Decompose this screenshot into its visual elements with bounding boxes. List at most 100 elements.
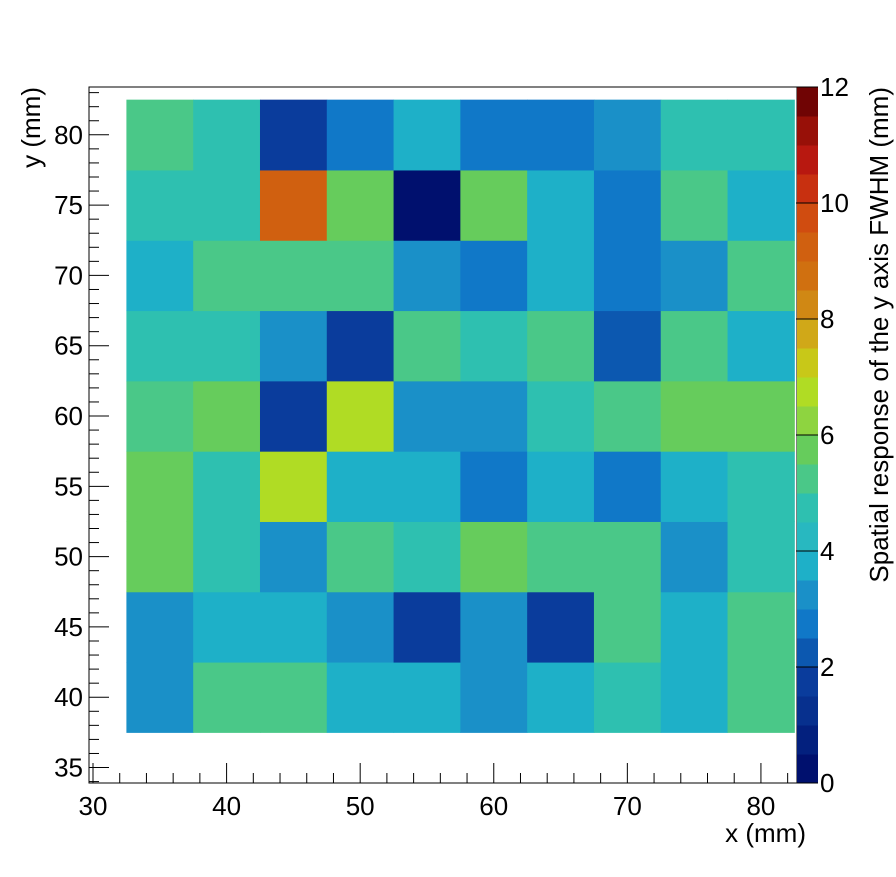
y-tick-label: 55	[54, 471, 83, 501]
heatmap-cell	[326, 99, 395, 171]
colorbar-tick-label: 6	[820, 420, 834, 450]
y-tick-label: 60	[54, 401, 83, 431]
heatmap-cell	[527, 169, 595, 241]
heatmap-cell	[193, 99, 261, 171]
heatmap-cell	[393, 310, 461, 382]
colorbar-swatch	[797, 116, 818, 146]
colorbar-swatch	[797, 435, 818, 465]
y-tick-label: 70	[54, 260, 83, 290]
heatmap-cell	[259, 240, 328, 312]
y-axis-title: y (mm)	[16, 87, 46, 168]
heatmap-cell	[460, 591, 528, 663]
heatmap-cell	[660, 380, 729, 452]
heatmap-cell	[727, 240, 795, 312]
colorbar-swatch	[797, 725, 818, 755]
colorbar-tick-label: 12	[820, 72, 849, 102]
heatmap-cell	[126, 240, 194, 312]
heatmap-cell	[126, 521, 194, 593]
heatmap-cell	[727, 169, 795, 241]
heatmap-cell	[193, 662, 261, 733]
colorbar-swatch	[797, 696, 818, 726]
heatmap-cell	[593, 451, 662, 522]
heatmap-cell	[727, 451, 795, 522]
heatmap-cell	[193, 521, 261, 593]
heatmap-cell	[326, 662, 395, 733]
colorbar-swatch	[797, 493, 818, 523]
heatmap-cell	[326, 310, 395, 382]
heatmap-cell	[527, 451, 595, 522]
heatmap-cell	[727, 310, 795, 382]
heatmap-cell	[193, 310, 261, 382]
heatmap-cell	[126, 169, 194, 241]
heatmap-cell	[326, 591, 395, 663]
heatmap-cell	[527, 521, 595, 593]
heatmap-cell	[727, 662, 795, 733]
y-tick-label: 50	[54, 542, 83, 572]
heatmap-cell	[660, 521, 729, 593]
heatmap-cell	[727, 591, 795, 663]
heatmap-cell	[326, 521, 395, 593]
x-tick-label: 50	[346, 791, 375, 821]
heatmap-cell	[259, 591, 328, 663]
colorbar-swatch	[797, 754, 818, 784]
heatmap-cell	[660, 451, 729, 522]
x-tick-label: 70	[613, 791, 642, 821]
y-tick-label: 45	[54, 612, 83, 642]
heatmap-cell	[193, 169, 261, 241]
heatmap-cell	[126, 451, 194, 522]
colorbar-swatch	[797, 319, 818, 349]
y-tick-label: 40	[54, 682, 83, 712]
heatmap-cell	[593, 591, 662, 663]
colorbar-swatch	[797, 406, 818, 436]
heatmap-cell	[126, 310, 194, 382]
heatmap-cell	[259, 662, 328, 733]
heatmap-cell	[727, 521, 795, 593]
colorbar-swatch	[797, 203, 818, 233]
heatmap-cell	[126, 662, 194, 733]
heatmap-cell	[460, 451, 528, 522]
heatmap-cell	[326, 169, 395, 241]
colorbar-tick-label: 0	[820, 768, 834, 798]
colorbar-swatch	[797, 522, 818, 552]
heatmap-cell	[259, 380, 328, 452]
colorbar-swatch	[797, 609, 818, 639]
y-tick-label: 75	[54, 190, 83, 220]
heatmap-cell	[393, 99, 461, 171]
heatmap-cell	[527, 310, 595, 382]
heatmap-cell	[460, 99, 528, 171]
heatmap-cell	[727, 380, 795, 452]
colorbar-swatch	[797, 377, 818, 407]
colorbar-swatch	[797, 174, 818, 204]
heatmap-cell	[259, 99, 328, 171]
heatmap-cell	[660, 99, 729, 171]
heatmap-cell	[460, 521, 528, 593]
heatmap-cell	[393, 451, 461, 522]
heatmap-cell	[660, 169, 729, 241]
heatmap-cell	[193, 591, 261, 663]
heatmap-cell	[593, 240, 662, 312]
x-axis-title: x (mm)	[725, 818, 806, 848]
heatmap-cell	[393, 240, 461, 312]
colorbar-swatch	[797, 232, 818, 262]
heatmap-cell	[193, 451, 261, 522]
colorbar-swatch	[797, 667, 818, 697]
colorbar-tick-label: 2	[820, 652, 834, 682]
heatmap-cell	[660, 310, 729, 382]
heatmap-cell	[393, 521, 461, 593]
heatmap-cell	[660, 240, 729, 312]
colorbar-swatch	[797, 638, 818, 668]
heatmap-cell	[126, 380, 194, 452]
heatmap-cell	[326, 451, 395, 522]
heatmap-cell	[126, 99, 194, 171]
heatmap-cell	[393, 662, 461, 733]
colorbar-swatch	[797, 87, 818, 117]
heatmap-cell	[527, 99, 595, 171]
heatmap-cell	[393, 380, 461, 452]
heatmap-cell	[126, 591, 194, 663]
heatmap-cell	[660, 591, 729, 663]
y-tick-label: 65	[54, 331, 83, 361]
heatmap-cell	[593, 521, 662, 593]
heatmap-cell	[460, 310, 528, 382]
